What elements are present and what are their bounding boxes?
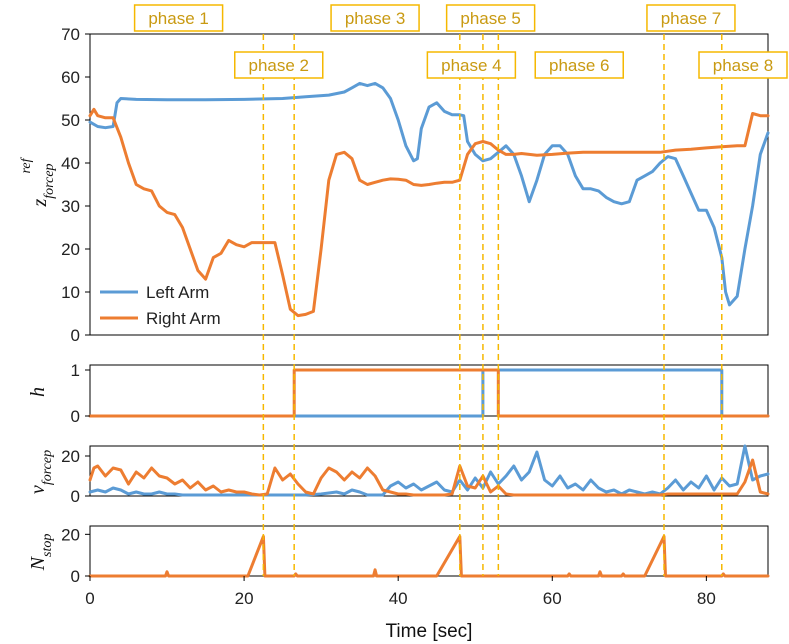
ytick-label-zref-60: 60 <box>61 68 80 87</box>
phase-box-phase-4 <box>426 51 517 79</box>
ytick-label-zref-40: 40 <box>61 154 80 173</box>
ytick-label-n-20: 20 <box>61 525 80 544</box>
phase-box-phase-3 <box>330 4 420 32</box>
phase-box-phase-7 <box>646 4 736 32</box>
series-zref-left-arm <box>88 81 770 307</box>
ylabel-v-sub: forcep <box>40 450 55 485</box>
phase-box-phase-6 <box>534 51 624 79</box>
series-zref-right-arm <box>88 107 770 318</box>
ylabel-zref-sup: ref <box>19 156 34 173</box>
phase-label-phase-8: phase 8 <box>713 56 774 75</box>
xtick-label-40: 40 <box>389 589 408 608</box>
ylabel-n: Nstop <box>27 534 55 572</box>
ytick-label-zref-50: 50 <box>61 111 80 130</box>
ytick-label-zref-70: 70 <box>61 25 80 44</box>
series-v-left-arm <box>88 444 770 497</box>
ytick-label-h-1: 1 <box>71 361 80 380</box>
phase-lines <box>262 34 723 576</box>
ylabel-h: h <box>27 387 49 397</box>
ytick-label-zref-30: 30 <box>61 197 80 216</box>
x-ticks: 0 20 40 60 80 <box>85 576 716 608</box>
ylabel-zref: zforcep <box>29 163 57 207</box>
ytick-label-v-0: 0 <box>71 487 80 506</box>
ytick-label-zref-10: 10 <box>61 283 80 302</box>
ylabel-zref-main: z <box>29 199 51 208</box>
ylabel-n-main: N <box>27 555 49 571</box>
phase-label-phase-5: phase 5 <box>460 9 521 28</box>
phase-labels: phase 1 phase 2 phase 3 phase 4 phase 5 phase… <box>133 4 788 79</box>
phase-box-phase-2 <box>234 51 324 79</box>
phase-box-phase-8 <box>698 51 788 79</box>
legend-label-right: Right Arm <box>146 309 221 328</box>
xtick-label-20: 20 <box>235 589 254 608</box>
panel-zref-frame <box>89 33 769 336</box>
series-h-right-arm <box>88 368 770 418</box>
phase-label-phase-4: phase 4 <box>441 56 502 75</box>
phase-box-phase-5 <box>445 4 536 32</box>
ytick-label-v-20: 20 <box>61 447 80 466</box>
ytick-label-zref-20: 20 <box>61 240 80 259</box>
ylabel-v: vforcep <box>27 450 55 494</box>
phase-label-phase-1: phase 1 <box>148 9 209 28</box>
ylabel-n-sub: stop <box>40 534 55 557</box>
xtick-label-60: 60 <box>543 589 562 608</box>
phase-label-phase-2: phase 2 <box>249 56 310 75</box>
ytick-label-n-0: 0 <box>71 567 80 586</box>
phase-label-phase-7: phase 7 <box>661 9 722 28</box>
series-n-right-arm <box>88 534 770 578</box>
legend-label-left: Left Arm <box>146 283 209 302</box>
ylabel-zref-sub: forcep <box>42 163 57 198</box>
x-axis-label: Time [sec] <box>386 621 473 642</box>
series-v-right-arm <box>88 458 770 497</box>
phase-box-phase-1 <box>133 4 224 32</box>
ylabel-v-main: v <box>27 485 49 494</box>
panel-h-frame <box>89 364 769 417</box>
ytick-label-zref-0: 0 <box>71 326 80 345</box>
series-h-left-arm <box>88 368 770 418</box>
xtick-label-80: 80 <box>697 589 716 608</box>
legend: Left Arm Right Arm <box>100 283 221 328</box>
ytick-label-h-0: 0 <box>71 407 80 426</box>
xtick-label-0: 0 <box>85 589 94 608</box>
phase-label-phase-3: phase 3 <box>345 9 406 28</box>
series-layer <box>88 81 770 578</box>
phase-label-phase-6: phase 6 <box>549 56 610 75</box>
